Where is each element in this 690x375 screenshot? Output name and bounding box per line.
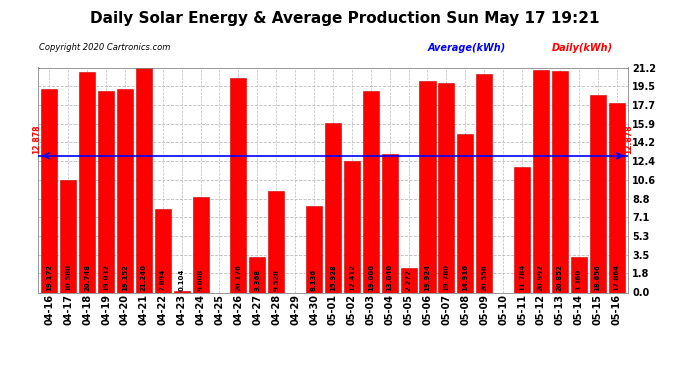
Text: 19.000: 19.000 — [368, 264, 374, 291]
Text: 2.272: 2.272 — [406, 269, 411, 291]
Text: 9.528: 9.528 — [273, 269, 279, 291]
Text: 0.104: 0.104 — [179, 268, 185, 291]
Bar — [514, 167, 530, 292]
Text: 21.240: 21.240 — [141, 264, 147, 291]
Text: Daily Solar Energy & Average Production Sun May 17 19:21: Daily Solar Energy & Average Production … — [90, 11, 600, 26]
Text: 7.894: 7.894 — [160, 268, 166, 291]
Text: 12.878: 12.878 — [624, 124, 633, 154]
Text: 3.360: 3.360 — [575, 269, 582, 291]
Text: 20.852: 20.852 — [557, 264, 563, 291]
Bar — [117, 89, 133, 292]
Text: 18.656: 18.656 — [595, 264, 601, 291]
Text: Average(kWh): Average(kWh) — [428, 43, 506, 53]
Bar — [363, 91, 379, 292]
Text: 19.172: 19.172 — [46, 264, 52, 291]
Text: 3.368: 3.368 — [255, 269, 260, 291]
Bar — [193, 197, 208, 292]
Bar — [438, 82, 455, 292]
Text: 9.008: 9.008 — [197, 268, 204, 291]
Text: 13.040: 13.040 — [386, 264, 393, 291]
Bar — [382, 154, 397, 292]
Text: 19.152: 19.152 — [122, 264, 128, 291]
Text: Copyright 2020 Cartronics.com: Copyright 2020 Cartronics.com — [39, 43, 170, 52]
Text: 12.412: 12.412 — [349, 264, 355, 291]
Bar — [249, 257, 266, 292]
Bar — [79, 72, 95, 292]
Bar — [174, 291, 190, 292]
Bar — [230, 78, 246, 292]
Text: 8.136: 8.136 — [311, 269, 317, 291]
Text: 14.916: 14.916 — [462, 264, 469, 291]
Text: 20.748: 20.748 — [84, 264, 90, 291]
Bar — [268, 191, 284, 292]
Bar — [476, 74, 492, 292]
Bar — [609, 103, 624, 292]
Bar — [306, 206, 322, 292]
Text: 11.784: 11.784 — [519, 264, 525, 291]
Bar — [533, 70, 549, 292]
Bar — [571, 257, 586, 292]
Bar — [155, 209, 171, 292]
Bar — [457, 134, 473, 292]
Text: Daily(kWh): Daily(kWh) — [552, 43, 613, 53]
Bar — [325, 123, 341, 292]
Text: 20.556: 20.556 — [481, 264, 487, 291]
Text: 20.176: 20.176 — [235, 264, 242, 291]
Bar — [98, 90, 114, 292]
Bar — [41, 89, 57, 292]
Bar — [344, 161, 360, 292]
Bar — [136, 67, 152, 292]
Text: 19.924: 19.924 — [424, 264, 431, 291]
Text: 12.878: 12.878 — [32, 124, 41, 154]
Text: 10.580: 10.580 — [65, 264, 71, 291]
Text: 19.032: 19.032 — [103, 264, 109, 291]
Bar — [60, 180, 76, 292]
Bar — [420, 81, 435, 292]
Text: 19.780: 19.780 — [444, 264, 449, 291]
Bar — [590, 94, 606, 292]
Text: 17.864: 17.864 — [613, 264, 620, 291]
Bar — [400, 268, 417, 292]
Bar — [552, 71, 568, 292]
Text: 15.928: 15.928 — [330, 264, 336, 291]
Text: 20.992: 20.992 — [538, 264, 544, 291]
